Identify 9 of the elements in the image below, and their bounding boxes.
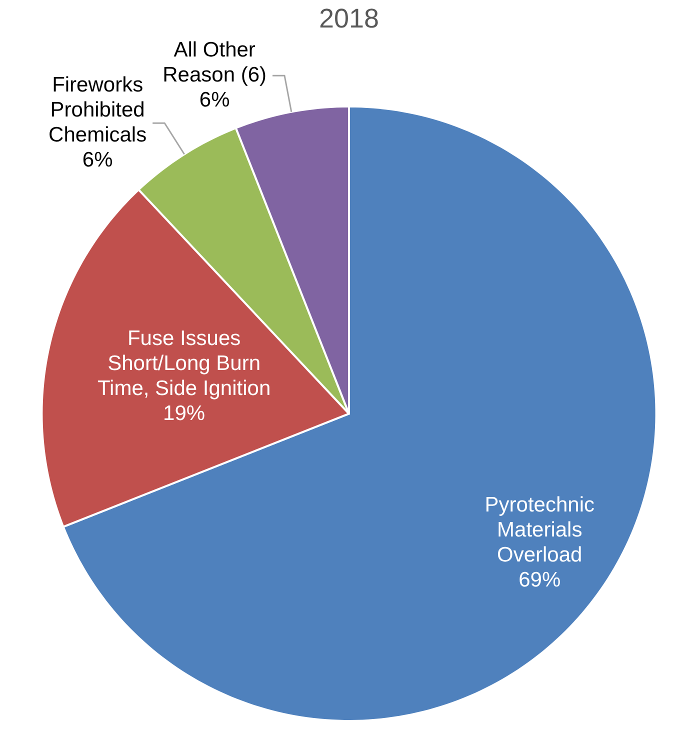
data-label: 19% [163, 402, 206, 426]
slice-label: Fuse Issues Short/Long Burn Time, Side Ignition [97, 327, 271, 400]
data-label: 6% [82, 148, 113, 172]
chart-title: 2018 [318, 4, 380, 34]
slice-label: Pyrotechnic Materials Overload [484, 494, 594, 567]
data-label: 69% [518, 568, 561, 592]
slice-label: Fireworks Prohibited Chemicals [48, 73, 147, 146]
slice-label: All Other Reason (6) [162, 38, 267, 86]
data-label: 6% [199, 88, 230, 112]
